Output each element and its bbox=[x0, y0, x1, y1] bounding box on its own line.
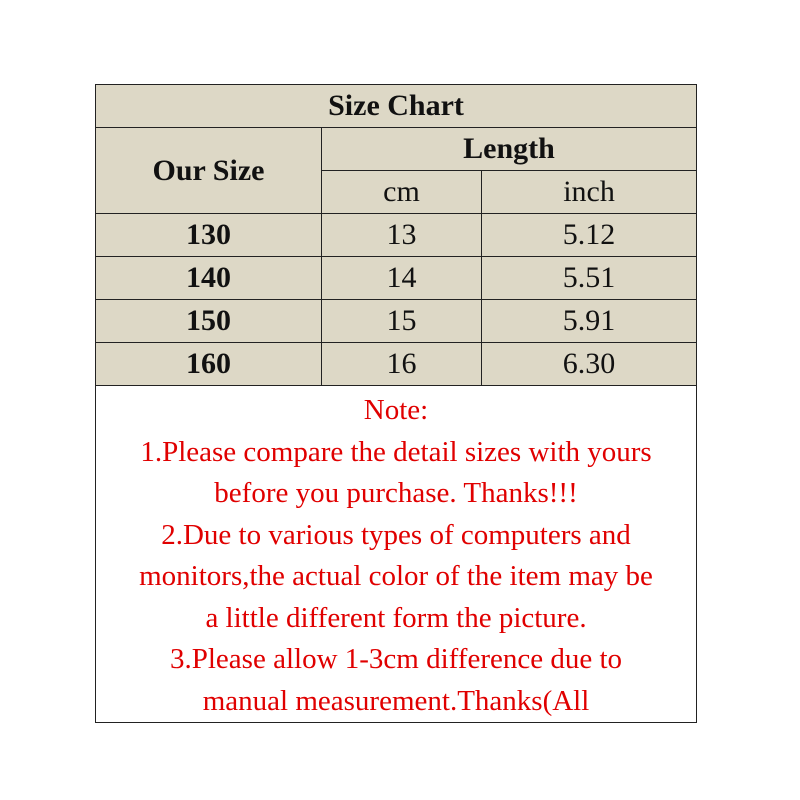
note-box: Note: 1.Please compare the detail sizes … bbox=[94, 385, 698, 723]
our-size-header: Our Size bbox=[95, 127, 322, 214]
length-header: Length bbox=[320, 127, 698, 171]
cm-header: cm bbox=[321, 170, 482, 214]
size-cell: 130 bbox=[95, 213, 322, 257]
note-line: a little different form the picture. bbox=[205, 601, 587, 634]
table-row: 140 14 5.51 bbox=[95, 256, 698, 300]
note-line: 2.Due to various types of computers and bbox=[161, 518, 631, 551]
size-cell: 140 bbox=[95, 256, 322, 300]
inch-cell: 5.51 bbox=[480, 256, 698, 300]
cm-cell: 15 bbox=[321, 299, 482, 343]
cm-cell: 13 bbox=[321, 213, 482, 257]
inch-cell: 6.30 bbox=[480, 342, 698, 386]
note-heading: Note: bbox=[363, 394, 429, 426]
table-row: 130 13 5.12 bbox=[95, 213, 698, 257]
inch-cell: 5.12 bbox=[480, 213, 698, 257]
note-line: monitors,the actual color of the item ma… bbox=[139, 560, 653, 592]
note-line: before you purchase. Thanks!!! bbox=[214, 477, 578, 509]
note-line: manual measurement.Thanks(All bbox=[202, 684, 590, 717]
chart-title: Size Chart bbox=[94, 84, 698, 128]
cm-cell: 14 bbox=[321, 256, 482, 300]
inch-header: inch bbox=[480, 170, 698, 214]
size-cell: 160 bbox=[95, 342, 322, 386]
table-row: 160 16 6.30 bbox=[95, 342, 698, 386]
cm-cell: 16 bbox=[321, 342, 482, 386]
note-line: 1.Please compare the detail sizes with y… bbox=[140, 435, 652, 468]
table-row: 150 15 5.91 bbox=[95, 299, 698, 343]
note-line: 3.Please allow 1-3cm difference due to bbox=[170, 643, 623, 675]
size-chart-table: Size Chart Our Size Length cm inch 130 13… bbox=[94, 84, 698, 723]
size-cell: 150 bbox=[95, 299, 322, 343]
inch-cell: 5.91 bbox=[480, 299, 698, 343]
